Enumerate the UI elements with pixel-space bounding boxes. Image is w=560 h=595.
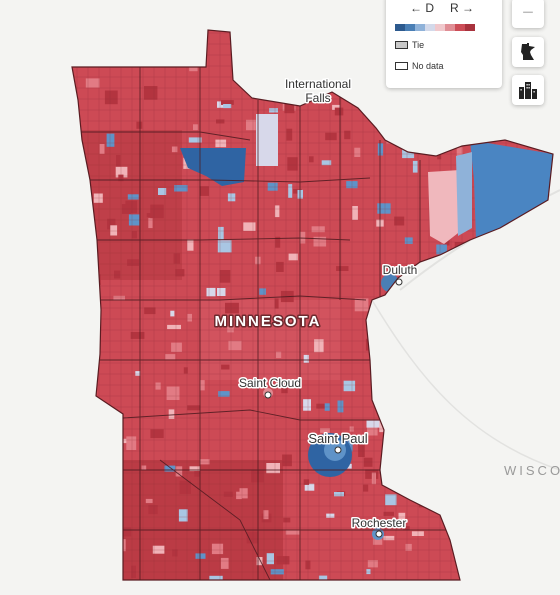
legend-scale-step-1	[405, 24, 415, 31]
legend-scale-step-5	[445, 24, 455, 31]
arrowhead-dem-area	[470, 140, 553, 240]
zoom-out-label: −	[522, 2, 534, 24]
minnesota-outline	[71, 29, 554, 581]
red-lake-dem-area	[180, 148, 246, 186]
legend-scale-step-6	[455, 24, 465, 31]
legend-rep-label: R →	[450, 1, 474, 15]
arrowhead-dem-area-2	[428, 170, 462, 244]
legend-scale-step-4	[435, 24, 445, 31]
city-label-rochester: Rochester	[352, 516, 407, 530]
county-borders	[78, 67, 450, 580]
city-label-international-falls-line2: Falls	[305, 91, 330, 105]
city-label-international-falls: International	[285, 77, 351, 91]
legend-nodata-label: No data	[412, 61, 444, 71]
city-markers	[264, 278, 403, 538]
legend-scale-step-7	[465, 24, 475, 31]
legend-tie-label: Tie	[412, 40, 425, 50]
neighbor-state-label: WISCO	[504, 463, 560, 478]
legend-tie-row: Tie	[395, 40, 424, 50]
tie-swatch	[395, 41, 408, 49]
legend-scale-step-2	[415, 24, 425, 31]
legend-scale-step-0	[395, 24, 405, 31]
legend-dem-label: ← D	[410, 1, 434, 15]
wisconsin-border	[371, 299, 560, 471]
no-data-area	[256, 114, 278, 166]
minnesota-state-icon	[521, 43, 535, 60]
city-view-button[interactable]	[512, 75, 544, 105]
zoom-out-button[interactable]: −	[512, 0, 544, 28]
nodata-swatch	[395, 62, 408, 70]
city-buildings-icon	[519, 82, 537, 99]
legend-scale-step-3	[425, 24, 435, 31]
legend-color-scale	[395, 24, 475, 31]
city-label-saint-paul: Saint Paul	[308, 431, 367, 446]
arrowhead-mid-area	[456, 152, 472, 236]
legend-nodata-row: No data	[395, 61, 444, 71]
city-label-duluth: Duluth	[383, 263, 418, 277]
city-label-saint-cloud: Saint Cloud	[239, 376, 301, 390]
map-legend: ← D R → Tie No data	[386, 0, 502, 88]
state-label: MINNESOTA	[215, 313, 322, 330]
state-view-button[interactable]	[512, 37, 544, 67]
